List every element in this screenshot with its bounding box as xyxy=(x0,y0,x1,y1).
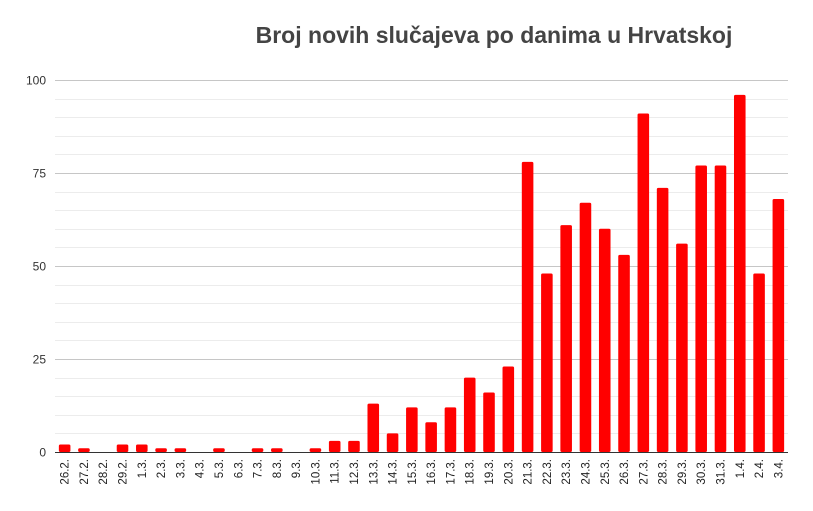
bar xyxy=(444,407,457,452)
y-tick-label: 0 xyxy=(39,446,46,460)
x-axis-ticks: 26.2. 27.2. 28.2. 29.2. 1.3. 2.3. 3.3. 4.3. 5.3.… xyxy=(60,459,786,485)
x-tick-label: 25.3. xyxy=(600,459,612,485)
y-tick-label: 75 xyxy=(33,167,47,181)
bar xyxy=(271,448,283,452)
x-tick-label: 3.4. xyxy=(773,459,785,478)
x-tick-label: 26.2. xyxy=(60,459,72,485)
x-tick-label: 10.3. xyxy=(310,459,322,485)
bar xyxy=(309,448,322,452)
bar xyxy=(78,448,90,452)
bar xyxy=(386,433,399,452)
x-tick-label: 5.3. xyxy=(214,459,226,478)
bar xyxy=(656,187,669,452)
bar xyxy=(463,377,476,452)
bars xyxy=(58,94,785,452)
x-tick-label: 24.3. xyxy=(580,459,592,485)
x-tick-label: 28.2. xyxy=(98,459,110,485)
x-tick-label: 12.3. xyxy=(349,459,361,485)
x-tick-label: 28.3. xyxy=(658,459,670,485)
x-tick-label: 6.3. xyxy=(233,459,245,478)
x-tick-label: 2.3. xyxy=(156,459,168,478)
x-tick-label: 1.4. xyxy=(735,459,747,478)
x-tick-label: 4.3. xyxy=(195,459,207,478)
x-tick-label: 20.3. xyxy=(503,459,515,485)
x-tick-label: 23.3. xyxy=(561,459,573,485)
bar xyxy=(695,165,707,452)
bar xyxy=(58,444,71,452)
bar xyxy=(328,440,341,452)
y-tick-label: 100 xyxy=(26,74,46,88)
bar xyxy=(502,366,515,452)
bar xyxy=(406,407,418,452)
bar xyxy=(753,273,765,452)
x-tick-label: 21.3. xyxy=(523,459,535,485)
bar xyxy=(637,113,650,452)
bar xyxy=(136,444,148,452)
x-tick-label: 30.3. xyxy=(696,459,708,485)
bar xyxy=(714,165,727,452)
y-tick-label: 50 xyxy=(33,260,47,274)
bar xyxy=(733,94,746,452)
x-tick-label: 7.3. xyxy=(253,459,265,478)
y-axis-ticks: 0 25 50 75 100 xyxy=(26,74,46,460)
x-tick-label: 13.3. xyxy=(368,459,380,485)
x-tick-label: 26.3. xyxy=(619,459,631,485)
x-tick-label: 14.3. xyxy=(388,459,400,485)
y-tick-label: 25 xyxy=(33,353,47,367)
bar xyxy=(155,448,167,452)
x-tick-label: 29.2. xyxy=(118,459,130,485)
bar xyxy=(425,422,437,452)
bar xyxy=(560,225,572,452)
x-tick-label: 31.3. xyxy=(715,459,727,485)
x-tick-label: 1.3. xyxy=(137,459,149,478)
chart-title: Broj novih slučajeva po danima u Hrvatsk… xyxy=(255,22,733,48)
bar xyxy=(598,228,611,452)
x-tick-label: 17.3. xyxy=(445,459,457,485)
bar xyxy=(213,448,225,452)
x-tick-label: 8.3. xyxy=(272,459,284,478)
bar xyxy=(541,273,553,452)
bar xyxy=(579,202,592,452)
x-tick-label: 3.3. xyxy=(175,459,187,478)
bar xyxy=(251,448,264,452)
x-tick-label: 29.3. xyxy=(677,459,689,485)
bar xyxy=(676,243,688,452)
x-tick-label: 15.3. xyxy=(407,459,419,485)
x-tick-label: 19.3. xyxy=(484,459,496,485)
bar xyxy=(348,440,360,452)
bar xyxy=(483,392,495,452)
bar xyxy=(521,161,534,452)
x-tick-label: 22.3. xyxy=(542,459,554,485)
x-tick-label: 9.3. xyxy=(291,459,303,478)
x-tick-label: 27.3. xyxy=(638,459,650,485)
x-tick-label: 2.4. xyxy=(754,459,766,478)
bar xyxy=(772,199,785,452)
x-tick-label: 27.2. xyxy=(79,459,91,485)
bar xyxy=(116,444,129,452)
bar xyxy=(367,403,380,452)
x-tick-label: 11.3. xyxy=(330,459,342,484)
bar xyxy=(174,448,187,452)
x-tick-label: 18.3. xyxy=(465,459,477,485)
bar xyxy=(618,254,630,452)
x-tick-label: 16.3. xyxy=(426,459,438,485)
